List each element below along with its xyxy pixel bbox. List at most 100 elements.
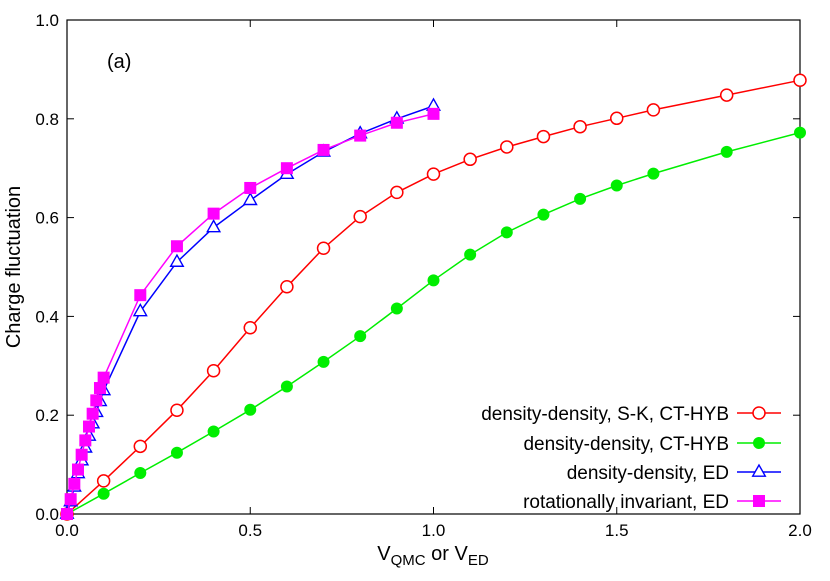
data-point <box>97 487 110 500</box>
data-point <box>64 493 77 506</box>
data-point <box>134 289 147 302</box>
data-point <box>244 403 257 416</box>
data-point <box>354 129 367 142</box>
legend-entry: density-density, S-K, CT-HYB <box>481 404 781 425</box>
data-point <box>243 321 257 335</box>
data-point <box>793 73 807 88</box>
legend-marker <box>751 463 767 477</box>
x-tick-label: 0.0 <box>55 521 79 540</box>
series-1 <box>61 126 806 520</box>
data-point <box>427 107 440 120</box>
y-tick-label: 1.0 <box>35 11 59 30</box>
data-point <box>206 363 221 378</box>
data-point <box>170 403 184 418</box>
legend-marker <box>753 495 765 507</box>
data-point <box>536 129 551 144</box>
data-point <box>464 248 477 261</box>
legend-entry: rotationally invariant, ED <box>523 492 781 513</box>
data-point <box>646 103 661 117</box>
data-point <box>794 126 806 139</box>
data-point <box>75 448 88 461</box>
data-point <box>610 179 623 192</box>
data-point <box>61 508 73 520</box>
data-point <box>244 181 257 194</box>
legend: density-density, S-K, CT-HYB density-dens… <box>481 404 781 513</box>
data-point <box>280 380 293 393</box>
series-2 <box>59 97 441 519</box>
data-point <box>280 162 293 175</box>
y-tick-label: 0.6 <box>35 209 59 228</box>
data-point <box>169 253 185 267</box>
y-tick-label: 0.2 <box>35 406 59 425</box>
x-axis-label-mid: or V <box>426 543 469 565</box>
data-point <box>719 88 734 102</box>
panel-annotation: (a) <box>107 51 131 73</box>
series-layer <box>59 73 807 521</box>
series-line <box>66 113 434 515</box>
data-point <box>170 240 183 253</box>
y-tick-label: 0.4 <box>35 307 59 326</box>
axis-ticks <box>66 19 801 515</box>
x-tick-label: 0.5 <box>238 521 262 540</box>
legend-marker <box>752 406 766 420</box>
data-point <box>68 477 81 490</box>
series-0 <box>60 73 807 521</box>
data-point <box>71 463 84 476</box>
data-point <box>132 303 148 317</box>
data-point <box>720 145 733 158</box>
legend-label: density-density, CT-HYB <box>523 434 729 455</box>
legend-marker <box>753 437 765 449</box>
data-point <box>86 407 99 420</box>
data-point <box>280 280 294 294</box>
x-axis-label-sub-qmc: QMC <box>391 552 426 569</box>
data-point <box>82 420 95 433</box>
legend-label: density-density, ED <box>567 463 729 484</box>
data-point <box>390 302 403 315</box>
legend-label: rotationally invariant, ED <box>523 492 729 513</box>
x-tick-label: 2.0 <box>788 521 812 540</box>
x-axis-label: VQMC or VED <box>377 543 489 569</box>
series-3 <box>61 107 440 520</box>
data-point <box>390 116 403 129</box>
x-axis-label-main: V <box>377 543 391 565</box>
data-point <box>316 241 331 255</box>
data-point <box>317 355 330 368</box>
data-point <box>96 474 111 488</box>
axis-tick-labels: 0.0 0.5 1.0 1.5 2.0 0.0 0.2 0.4 0.6 0.8 1.0 <box>35 11 811 540</box>
legend-label: density-density, S-K, CT-HYB <box>481 404 729 425</box>
data-point <box>574 192 587 205</box>
x-tick-label: 1.5 <box>605 521 629 540</box>
data-point <box>390 185 404 200</box>
data-point <box>500 140 514 154</box>
data-point <box>133 439 148 454</box>
y-tick-label: 0.8 <box>35 110 59 129</box>
data-point <box>537 208 550 221</box>
data-point <box>93 382 106 395</box>
data-point <box>207 207 220 220</box>
data-point <box>573 119 587 134</box>
y-axis-label: Charge fluctuation <box>3 186 25 348</box>
data-point <box>427 274 440 287</box>
data-point <box>134 466 147 479</box>
data-point <box>610 111 624 126</box>
data-point <box>79 434 92 447</box>
data-point <box>647 167 660 180</box>
legend-entry: density-density, ED <box>567 463 781 484</box>
data-point <box>242 191 258 206</box>
data-point <box>500 226 513 239</box>
data-point <box>97 371 110 384</box>
data-point <box>354 330 367 343</box>
data-point <box>317 143 330 156</box>
data-point <box>206 219 222 233</box>
series-line <box>66 105 434 515</box>
legend-entry: density-density, CT-HYB <box>523 434 781 455</box>
y-tick-label: 0.0 <box>35 505 59 524</box>
data-point <box>463 152 477 167</box>
data-point <box>207 425 220 438</box>
data-point <box>426 167 441 181</box>
data-point <box>90 394 103 407</box>
x-axis-label-sub-ed: ED <box>468 552 489 569</box>
data-point <box>170 446 183 459</box>
data-point <box>353 209 367 224</box>
